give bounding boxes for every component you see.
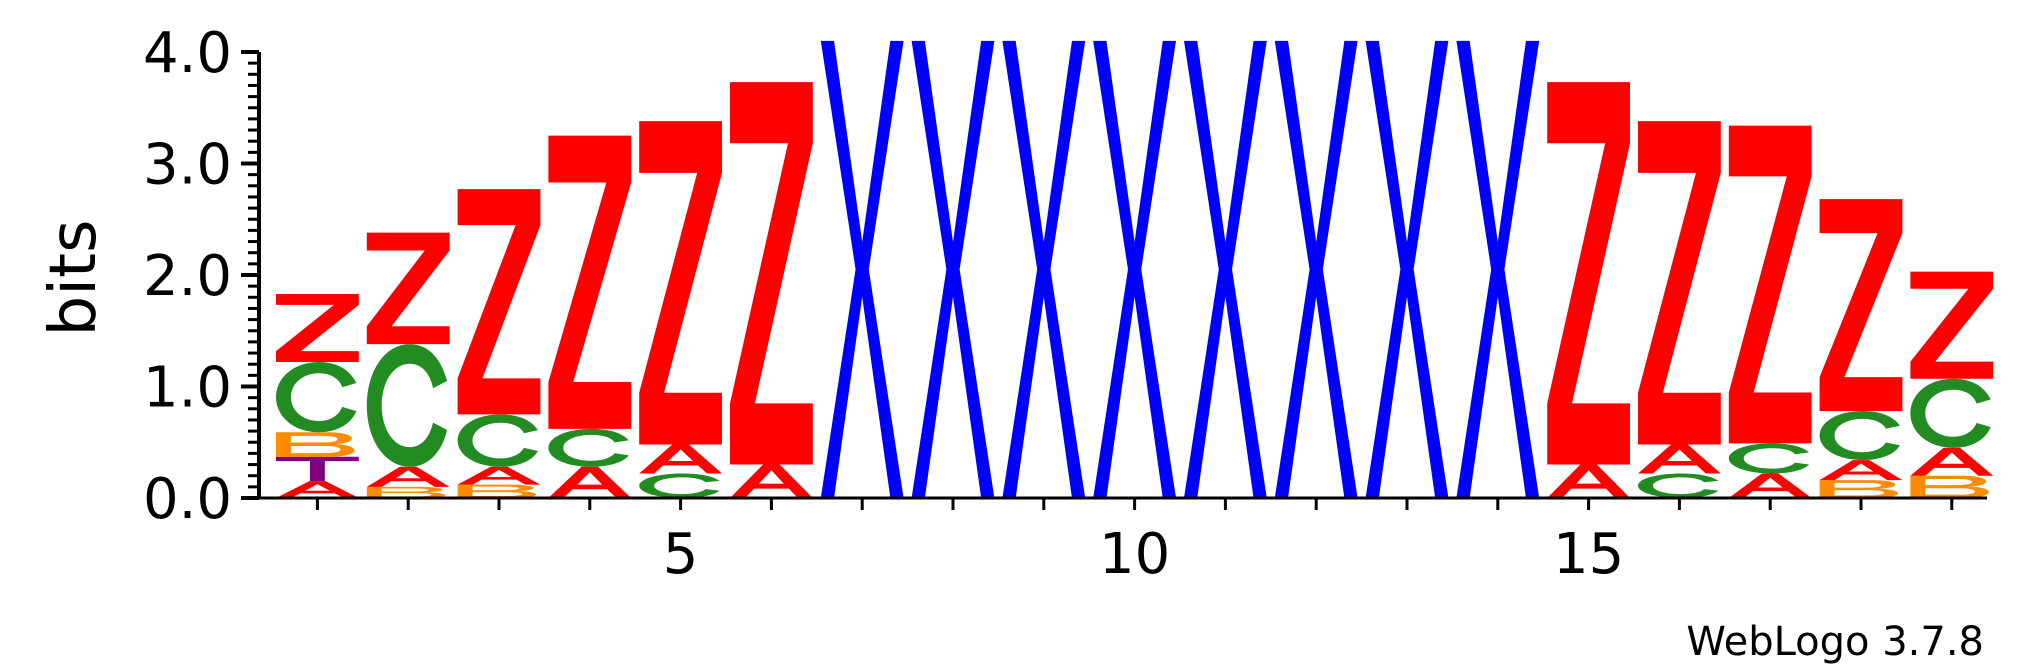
logo-letter-a-pos3 (457, 466, 541, 485)
x-tick-label: 5 (663, 522, 699, 587)
logo-letter-c-pos18 (1819, 411, 1900, 461)
logo-letter-b-pos18 (1819, 480, 1899, 498)
y-tick-label: 0.0 (143, 467, 232, 532)
logo-letter-a-pos4 (548, 466, 632, 498)
logo-letter-x-pos7 (820, 40, 904, 498)
logo-letter-a-pos16 (1638, 444, 1721, 474)
logo-letter-a-pos2 (366, 466, 450, 487)
logo-letter-x-pos11 (1184, 40, 1267, 498)
logo-letter-z-pos17 (1728, 125, 1812, 444)
logo-letter-t-pos1 (276, 456, 359, 482)
logo-letter-x-pos10 (1093, 40, 1176, 498)
logo-letter-c-pos16 (1638, 473, 1719, 498)
logo-letter-c-pos1 (276, 361, 357, 433)
logo-letter-b-pos1 (276, 432, 355, 457)
logo-letter-z-pos3 (457, 189, 541, 415)
logo-letter-z-pos1 (276, 293, 359, 362)
y-tick-label: 2.0 (143, 244, 232, 309)
logo-letter-c-pos4 (548, 428, 629, 467)
logo-letter-z-pos18 (1819, 199, 1903, 412)
logo-letter-c-pos3 (457, 414, 538, 467)
logo-letter-x-pos14 (1456, 40, 1540, 498)
logo-letter-x-pos12 (1274, 40, 1358, 498)
logo-letter-a-pos19 (1910, 447, 1994, 476)
logo-letter-z-pos2 (366, 232, 450, 345)
logo-letter-a-pos18 (1819, 460, 1903, 481)
y-tick-label: 4.0 (143, 21, 232, 86)
logo-letter-x-pos13 (1365, 40, 1449, 498)
x-tick-label: 10 (1099, 522, 1170, 587)
x-tick-label: 15 (1553, 522, 1624, 587)
logo-letter-z-pos16 (1638, 121, 1721, 445)
logo-letter-c-pos17 (1728, 443, 1810, 474)
logo-letter-a-pos6 (730, 464, 813, 498)
logo-letter-a-pos15 (1547, 464, 1630, 498)
logo-letter-z-pos4 (548, 135, 632, 429)
logo-letter-x-pos8 (911, 40, 995, 498)
logo-letter-z-pos6 (730, 82, 813, 465)
logo-letter-z-pos15 (1547, 82, 1630, 465)
logo-letter-c-pos19 (1910, 378, 1991, 448)
logo-letter-a-pos17 (1728, 473, 1812, 498)
logo-letter-b-pos2 (366, 486, 446, 498)
logo-letter-c-pos2 (366, 344, 448, 467)
logo-letter-b-pos3 (457, 484, 537, 498)
logo-letter-a-pos5 (639, 444, 722, 474)
logo-letter-b-pos19 (1910, 475, 1989, 498)
logo-letter-x-pos9 (1002, 40, 1086, 498)
ticks-layer: 0.0 1.0 2.0 3.0 4.0 5 10 15 (143, 21, 1954, 587)
logo-letter-z-pos5 (639, 121, 722, 445)
logo-letter-z-pos19 (1910, 271, 1994, 379)
y-tick-label: 3.0 (143, 133, 232, 198)
y-axis-label: bits (37, 220, 111, 337)
logo-letter-a-pos1 (276, 481, 359, 498)
letters-layer (276, 40, 1994, 498)
y-tick-label: 1.0 (143, 356, 232, 421)
weblogo-credit: WebLogo 3.7.8 (1686, 619, 1984, 665)
logo-letter-c-pos5 (639, 473, 720, 498)
